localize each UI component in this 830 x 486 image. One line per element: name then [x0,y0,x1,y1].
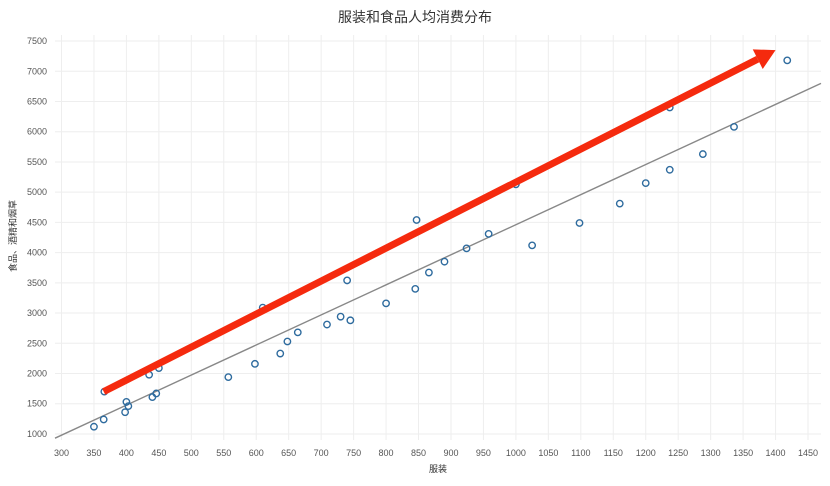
x-tick-label: 600 [249,448,264,458]
y-tick-label: 3000 [27,308,47,318]
data-point [336,312,345,321]
data-point [124,402,133,411]
y-tick-label: 7500 [27,36,47,46]
data-point [730,122,738,131]
data-point [575,219,584,227]
data-point [641,179,650,187]
x-tick-label: 1050 [538,448,558,458]
x-tick-label: 350 [86,448,101,458]
x-tick-label: 400 [119,448,134,458]
y-tick-label: 7000 [27,66,47,76]
x-tick-label: 1000 [506,448,526,458]
x-axis-ticks: 300 350 400 450 500 550 600 650 700 750 800 850 900 9… [54,448,818,458]
x-tick-label: 1350 [733,448,753,458]
x-axis-title: 服装 [429,463,447,474]
data-point [665,165,674,174]
arrow-shaft [102,56,760,395]
data-point [412,216,421,224]
y-tick-label: 2000 [27,369,47,379]
data-point [251,359,259,368]
data-point [462,244,471,253]
data-point [528,241,537,250]
data-point [698,150,707,158]
data-point [343,276,352,285]
data-point [293,328,302,337]
x-tick-label: 1250 [668,448,688,458]
x-tick-label: 800 [379,448,394,458]
data-point [90,422,98,431]
y-tick-label: 2500 [27,338,47,348]
x-tick-label: 1450 [798,448,818,458]
x-tick-label: 1100 [571,448,590,458]
data-point [276,349,285,358]
trend-line-group [54,82,822,439]
data-point [148,393,157,401]
y-axis-title: 食品、酒精和烟草 [7,200,18,272]
data-point [484,229,493,238]
arrow-head [752,49,776,69]
data-point [152,389,161,398]
data-point [121,408,130,417]
y-tick-label: 5500 [27,157,47,167]
x-tick-label: 1150 [604,448,623,458]
trend-line [54,82,822,439]
data-point [382,299,390,308]
x-tick-label: 450 [151,448,166,458]
y-tick-label: 4000 [27,248,47,258]
data-point [122,398,131,406]
x-tick-label: 950 [476,448,491,458]
x-tick-label: 700 [314,448,329,458]
y-tick-label: 1500 [27,399,47,409]
data-point [323,320,331,329]
data-point [283,337,292,346]
y-axis-ticks: 1000 1500 2000 2500 3000 3500 4000 4500 5000 5500… [27,36,47,439]
data-point [224,373,233,382]
x-tick-label: 500 [184,448,199,458]
x-tick-label: 1400 [766,448,786,458]
data-point [440,257,449,266]
y-tick-label: 1000 [27,429,47,439]
data-point [346,316,355,325]
grid [55,35,821,440]
x-tick-label: 1200 [636,448,656,458]
x-tick-label: 550 [216,448,231,458]
y-tick-label: 4500 [27,217,47,227]
x-tick-label: 1300 [701,448,721,458]
x-tick-label: 900 [443,448,458,458]
y-tick-label: 5000 [27,187,47,197]
x-tick-label: 650 [281,448,296,458]
y-tick-label: 6500 [27,96,47,106]
data-point [615,199,624,208]
data-point [425,268,433,277]
data-point [783,56,792,65]
data-point [411,284,420,293]
arrow-group [102,49,776,395]
x-tick-label: 850 [411,448,426,458]
chart-title: 服装和食品人均消费分布 [338,9,492,25]
y-tick-label: 6000 [27,127,47,137]
y-tick-label: 3500 [27,278,47,288]
data-point [99,415,108,424]
x-tick-label: 750 [346,448,361,458]
x-tick-label: 300 [54,448,69,458]
